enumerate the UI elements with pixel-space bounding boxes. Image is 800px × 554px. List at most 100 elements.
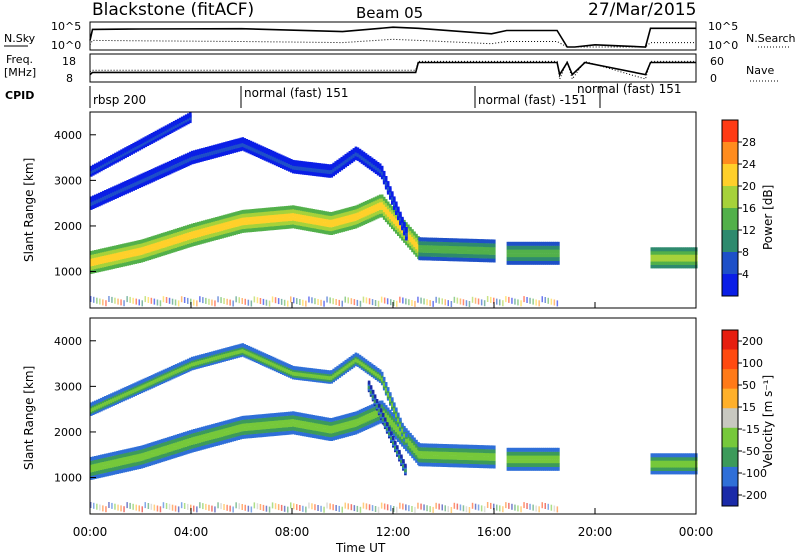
power-heat-cell-0 (304, 215, 307, 220)
vel-heat-cell-1 (328, 370, 331, 375)
power-heat-cell-0 (285, 213, 289, 218)
power-heat-cell-0 (378, 202, 382, 207)
vel-heat-cell-0 (174, 434, 178, 439)
power-heat-cell-3 (462, 253, 466, 258)
power-heat-cell-1 (257, 144, 261, 149)
power-heat-ground-scatter (317, 299, 319, 305)
power-heat-cell-5 (670, 264, 674, 269)
power-heat-cell-0 (176, 228, 180, 232)
vel-heat-cell-1 (120, 388, 123, 393)
vel-heat-cell-0 (265, 425, 269, 430)
power-heat-cell-0 (174, 247, 178, 252)
power-heat-cell-3 (466, 246, 470, 251)
power-heat-cell-5 (670, 254, 674, 259)
power-heat-cell-0 (152, 250, 156, 255)
power-heat-cell-0 (249, 213, 253, 217)
power-heat-cell-0 (168, 230, 172, 235)
vel-heat-cell-1 (201, 354, 204, 359)
power-heat-ground-scatter (426, 299, 428, 306)
power-heat-cell-3 (436, 253, 439, 257)
power-heat-cell-0 (281, 206, 285, 211)
power-heat-cell-0 (247, 216, 251, 221)
power-heat-cell-0 (174, 236, 178, 241)
vel-heat-cell-0 (162, 449, 166, 454)
vel-heat-cell-0 (277, 416, 281, 421)
power-heat-cell-3 (482, 246, 486, 251)
power-heat-cell-0 (102, 259, 105, 264)
vel-heat-cell-0 (209, 428, 212, 433)
vel-heat-cell-0 (229, 434, 232, 439)
power-heat-cell-2 (114, 152, 117, 157)
power-heat-cell-1 (231, 139, 234, 144)
power-heat-cell-0 (380, 205, 384, 210)
power-heat-cell-3 (480, 254, 484, 259)
power-heat-cell-3 (456, 246, 460, 250)
vel-heat-cell-0 (330, 437, 333, 441)
vel-heat-cell-0 (344, 433, 348, 438)
vel-heat-cell-0 (146, 455, 150, 459)
nsearch-series-line (89, 38, 696, 48)
power-heat-cell-1 (122, 181, 125, 186)
power-heat-cell-0 (342, 208, 346, 213)
power-heat-cell-0 (306, 211, 309, 216)
power-heat-cell-5 (684, 250, 688, 255)
power-heat-cell-0 (399, 234, 402, 239)
power-heat-cell-5 (682, 261, 686, 265)
power-heat-cell-0 (102, 267, 105, 272)
power-heat-cell-0 (267, 207, 271, 212)
power-heat-ground-scatter (262, 298, 265, 305)
power-heat-cell-0 (100, 252, 103, 257)
power-heat-cell-1 (386, 181, 390, 186)
vel-heat-cell-0 (144, 455, 148, 460)
power-heat-cell-1 (326, 164, 329, 169)
power-heat-cell-4 (510, 245, 514, 250)
power-heat-cell-0 (269, 222, 273, 227)
vel-heat-cell-0 (296, 423, 299, 428)
power-heat-cell-0 (302, 214, 305, 219)
vel-heat-cell-1 (267, 355, 271, 359)
power-heat-cell-1 (263, 147, 267, 152)
power-heat-cell-0 (415, 241, 418, 246)
power-heat-cell-0 (156, 234, 160, 239)
power-heat-cell-0 (128, 242, 131, 247)
power-heat-cell-0 (243, 228, 247, 233)
power-heat-cell-0 (166, 235, 170, 239)
power-heat-ground-scatter (535, 299, 537, 306)
power-heat-cell-5 (674, 261, 678, 265)
vel-heat-cell-0 (257, 422, 261, 426)
power-heat-cell-0 (356, 204, 360, 209)
vel-heat-cell-0 (168, 448, 172, 452)
power-heat-cell-3 (428, 241, 431, 246)
power-heat-cell-0 (378, 198, 382, 203)
vel-heat-cell-1 (197, 355, 200, 360)
vel-heat-cell-0 (148, 454, 152, 459)
power-heat-cell-0 (142, 250, 146, 255)
vel-heat-cell-0 (350, 424, 354, 428)
vel-heat-cell-0 (312, 418, 315, 423)
power-heat-cell-0 (360, 218, 364, 222)
power-heat-cell-3 (436, 245, 439, 250)
vel-heat-cell-0 (94, 471, 97, 476)
vel-heat-cell-0 (356, 414, 360, 419)
power-heat-cell-0 (338, 213, 342, 218)
power-heat-cell-0 (205, 234, 208, 239)
power-heat-cell-0 (172, 233, 176, 238)
power-heat-cell-0 (364, 220, 368, 224)
power-heat-cell-0 (306, 226, 309, 231)
freq-unit: [MHz] (4, 66, 36, 79)
vel-heat-cell-0 (184, 446, 188, 451)
vel-heat-cell-0 (275, 416, 279, 421)
power-heat-cell-0 (253, 227, 257, 232)
power-heat-cell-4 (541, 245, 544, 250)
vel-heat-cell-0 (290, 415, 293, 420)
power-heat-cell-0 (241, 228, 245, 233)
power-heat-cell-1 (401, 216, 404, 221)
vel-heat-cell-0 (314, 426, 317, 431)
power-heat-cell-3 (489, 247, 492, 251)
nsearch-tick-top: 10^5 (708, 20, 738, 33)
power-heat-cell-0 (124, 247, 127, 251)
vel-heat-cell-0 (128, 463, 131, 468)
power-heat-cell-4 (543, 257, 546, 261)
vel-heat-cell-0 (150, 461, 154, 466)
vel-heat-cell-0 (156, 444, 160, 449)
